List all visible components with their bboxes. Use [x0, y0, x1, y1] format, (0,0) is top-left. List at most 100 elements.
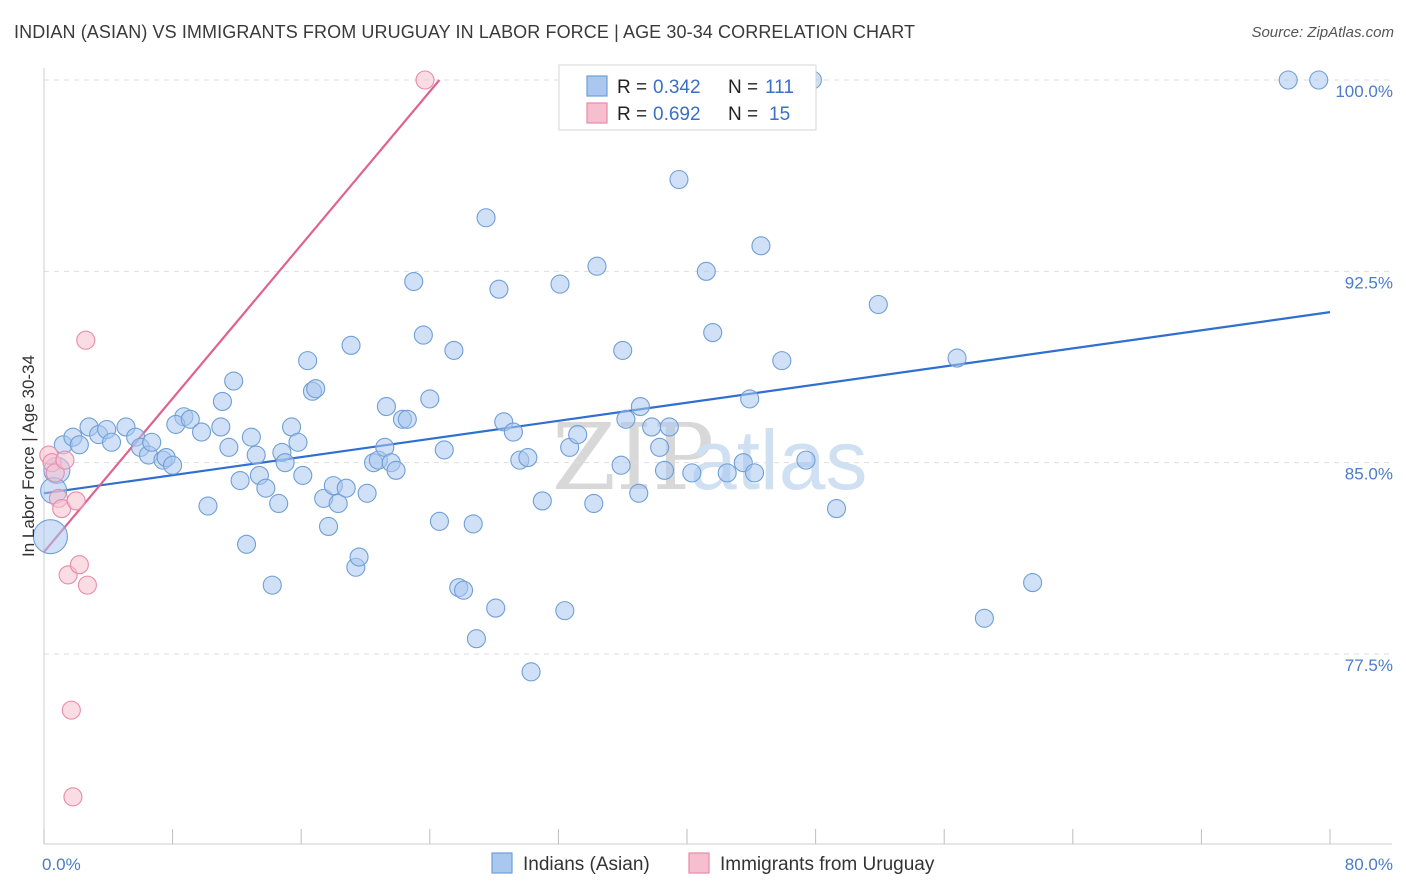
point-uruguay-7: [61, 700, 81, 720]
point-indians-109: [974, 608, 994, 628]
legend-swatch-pink: [586, 102, 608, 124]
point-indians-70: [476, 208, 496, 228]
legend-r-label-1: R =: [617, 77, 647, 98]
point-indians-17: [163, 455, 183, 475]
point-indians-105: [796, 450, 816, 470]
point-uruguay-12: [76, 330, 96, 350]
point-indians-101: [744, 463, 765, 483]
point-indians-61: [413, 325, 433, 345]
watermark-atlas: atlas: [690, 413, 867, 507]
point-indians-102: [751, 236, 771, 256]
legend-label-indians: Indians (Asian): [523, 854, 650, 875]
point-indians-93: [659, 417, 679, 437]
point-indians-38: [288, 432, 308, 452]
point-indians-36: [275, 453, 295, 473]
point-indians-63: [429, 511, 449, 531]
point-indians-51: [357, 483, 377, 503]
legend-label-uruguay: Immigrants from Uruguay: [720, 854, 935, 875]
point-indians-79: [550, 274, 570, 294]
point-uruguay-2: [45, 463, 65, 483]
point-indians-97: [703, 323, 723, 343]
gridlines: [44, 79, 1392, 655]
x-tick-label-0: 0.0%: [42, 855, 81, 874]
point-indians-60: [404, 271, 424, 292]
data-points: [32, 70, 1329, 807]
point-indians-5: [69, 435, 89, 455]
point-indians-84: [587, 256, 607, 276]
point-indians-27: [230, 470, 250, 491]
point-indians-59: [397, 409, 417, 429]
y-tick-label-2: 85.0%: [1345, 465, 1393, 484]
point-indians-88: [629, 483, 649, 503]
point-uruguay-9: [66, 491, 86, 511]
point-indians-111: [1278, 70, 1298, 90]
point-uruguay-5: [55, 450, 75, 470]
legend-r-value-2: 0.692: [653, 104, 701, 125]
legend-swatch-indians: [491, 852, 513, 874]
point-indians-64: [434, 440, 454, 460]
point-uruguay-13: [415, 70, 435, 90]
point-indians-76: [518, 448, 538, 468]
legend-n-label-2: N =: [728, 104, 758, 125]
point-indians-106: [826, 499, 847, 519]
point-indians-89: [630, 396, 650, 417]
point-indians-55: [376, 396, 396, 417]
point-indians-33: [262, 575, 282, 595]
point-indians-71: [486, 598, 506, 618]
point-indians-9: [101, 432, 122, 452]
legend-swatch-blue: [586, 75, 608, 97]
point-indians-69: [463, 514, 483, 534]
point-indians-98: [717, 463, 737, 483]
point-indians-50: [349, 547, 369, 567]
point-indians-47: [336, 478, 356, 498]
point-indians-107: [868, 294, 888, 315]
point-indians-91: [650, 437, 670, 457]
point-indians-48: [341, 335, 361, 355]
point-indians-65: [444, 340, 464, 360]
y-axis-title: In Labor Force | Age 30-34: [19, 355, 38, 557]
legend-n-label-1: N =: [728, 77, 758, 98]
point-indians-44: [318, 516, 339, 536]
point-indians-86: [613, 340, 633, 360]
point-indians-78: [532, 491, 552, 511]
point-indians-94: [669, 169, 689, 190]
legend-n-value-1: 111: [765, 77, 794, 98]
point-indians-95: [682, 463, 702, 483]
point-indians-96: [696, 261, 716, 281]
point-uruguay-8: [63, 787, 83, 807]
point-indians-67: [454, 580, 474, 600]
point-indians-87: [616, 409, 636, 429]
point-indians-32: [256, 478, 276, 498]
point-indians-14: [142, 432, 162, 452]
point-indians-112: [1309, 70, 1329, 90]
point-indians-25: [219, 437, 239, 457]
point-indians-42: [306, 379, 326, 399]
y-tick-label-1: 92.5%: [1345, 273, 1393, 292]
point-indians-90: [642, 417, 662, 437]
point-indians-85: [611, 455, 631, 475]
point-indians-103: [772, 351, 792, 371]
point-indians-20: [180, 409, 200, 429]
point-indians-30: [246, 445, 266, 465]
point-indians-74: [503, 422, 523, 442]
point-indians-110: [1023, 573, 1043, 593]
chart-source: Source: ZipAtlas.com: [1251, 24, 1394, 41]
point-uruguay-11: [77, 575, 97, 595]
point-indians-34: [269, 493, 289, 514]
y-tick-label-3: 77.5%: [1345, 656, 1393, 675]
y-tick-label-0: 100.0%: [1335, 82, 1393, 101]
point-indians-80: [555, 601, 575, 621]
chart-title: INDIAN (ASIAN) VS IMMIGRANTS FROM URUGUA…: [14, 22, 916, 42]
legend-r-label-2: R =: [617, 104, 647, 125]
point-indians-24: [212, 391, 232, 411]
point-indians-77: [521, 662, 541, 682]
point-uruguay-10: [69, 555, 89, 575]
legend-r-value-1: 0.342: [653, 77, 701, 98]
point-indians-39: [293, 465, 313, 485]
point-indians-62: [420, 389, 440, 409]
series-legend: Indians (Asian) Immigrants from Uruguay: [491, 852, 935, 875]
x-tick-label-1: 80.0%: [1345, 855, 1393, 874]
point-indians-28: [236, 534, 257, 554]
point-indians-21: [191, 422, 212, 442]
